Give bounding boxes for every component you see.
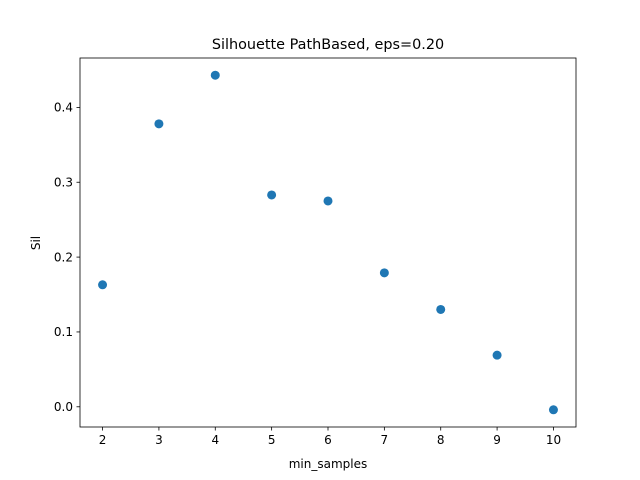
x-tick-label: 8 bbox=[437, 433, 445, 447]
data-points bbox=[98, 70, 558, 415]
y-tick-label: 0.1 bbox=[54, 325, 73, 339]
x-tick-label: 5 bbox=[268, 433, 276, 447]
data-point bbox=[379, 268, 389, 278]
x-tick-label: 4 bbox=[211, 433, 219, 447]
x-tick-label: 6 bbox=[324, 433, 332, 447]
x-tick-label: 3 bbox=[155, 433, 163, 447]
y-tick-label: 0.4 bbox=[54, 101, 73, 115]
x-axis-label: min_samples bbox=[289, 457, 368, 471]
x-tick-label: 9 bbox=[493, 433, 501, 447]
data-point bbox=[492, 350, 502, 360]
plot-frame bbox=[79, 57, 577, 428]
data-point bbox=[323, 196, 333, 206]
chart-title: Silhouette PathBased, eps=0.20 bbox=[212, 37, 444, 53]
x-tick-label: 2 bbox=[99, 433, 107, 447]
y-tick-label: 0.0 bbox=[54, 400, 73, 414]
y-axis-label: Sil bbox=[29, 236, 43, 250]
data-point bbox=[548, 405, 558, 415]
data-point bbox=[154, 119, 164, 129]
x-tick-label: 10 bbox=[546, 433, 561, 447]
data-point bbox=[436, 304, 446, 314]
x-tick-label: 7 bbox=[381, 433, 389, 447]
y-axis: 0.0 0.1 0.2 0.3 0.4 bbox=[54, 101, 80, 414]
data-point bbox=[267, 190, 277, 200]
data-point bbox=[98, 280, 108, 290]
data-point bbox=[210, 70, 220, 80]
plot-area bbox=[79, 57, 577, 428]
y-tick-label: 0.2 bbox=[54, 250, 73, 264]
x-axis: 2 3 4 5 6 7 8 9 10 bbox=[99, 427, 561, 447]
y-tick-label: 0.3 bbox=[54, 176, 73, 190]
